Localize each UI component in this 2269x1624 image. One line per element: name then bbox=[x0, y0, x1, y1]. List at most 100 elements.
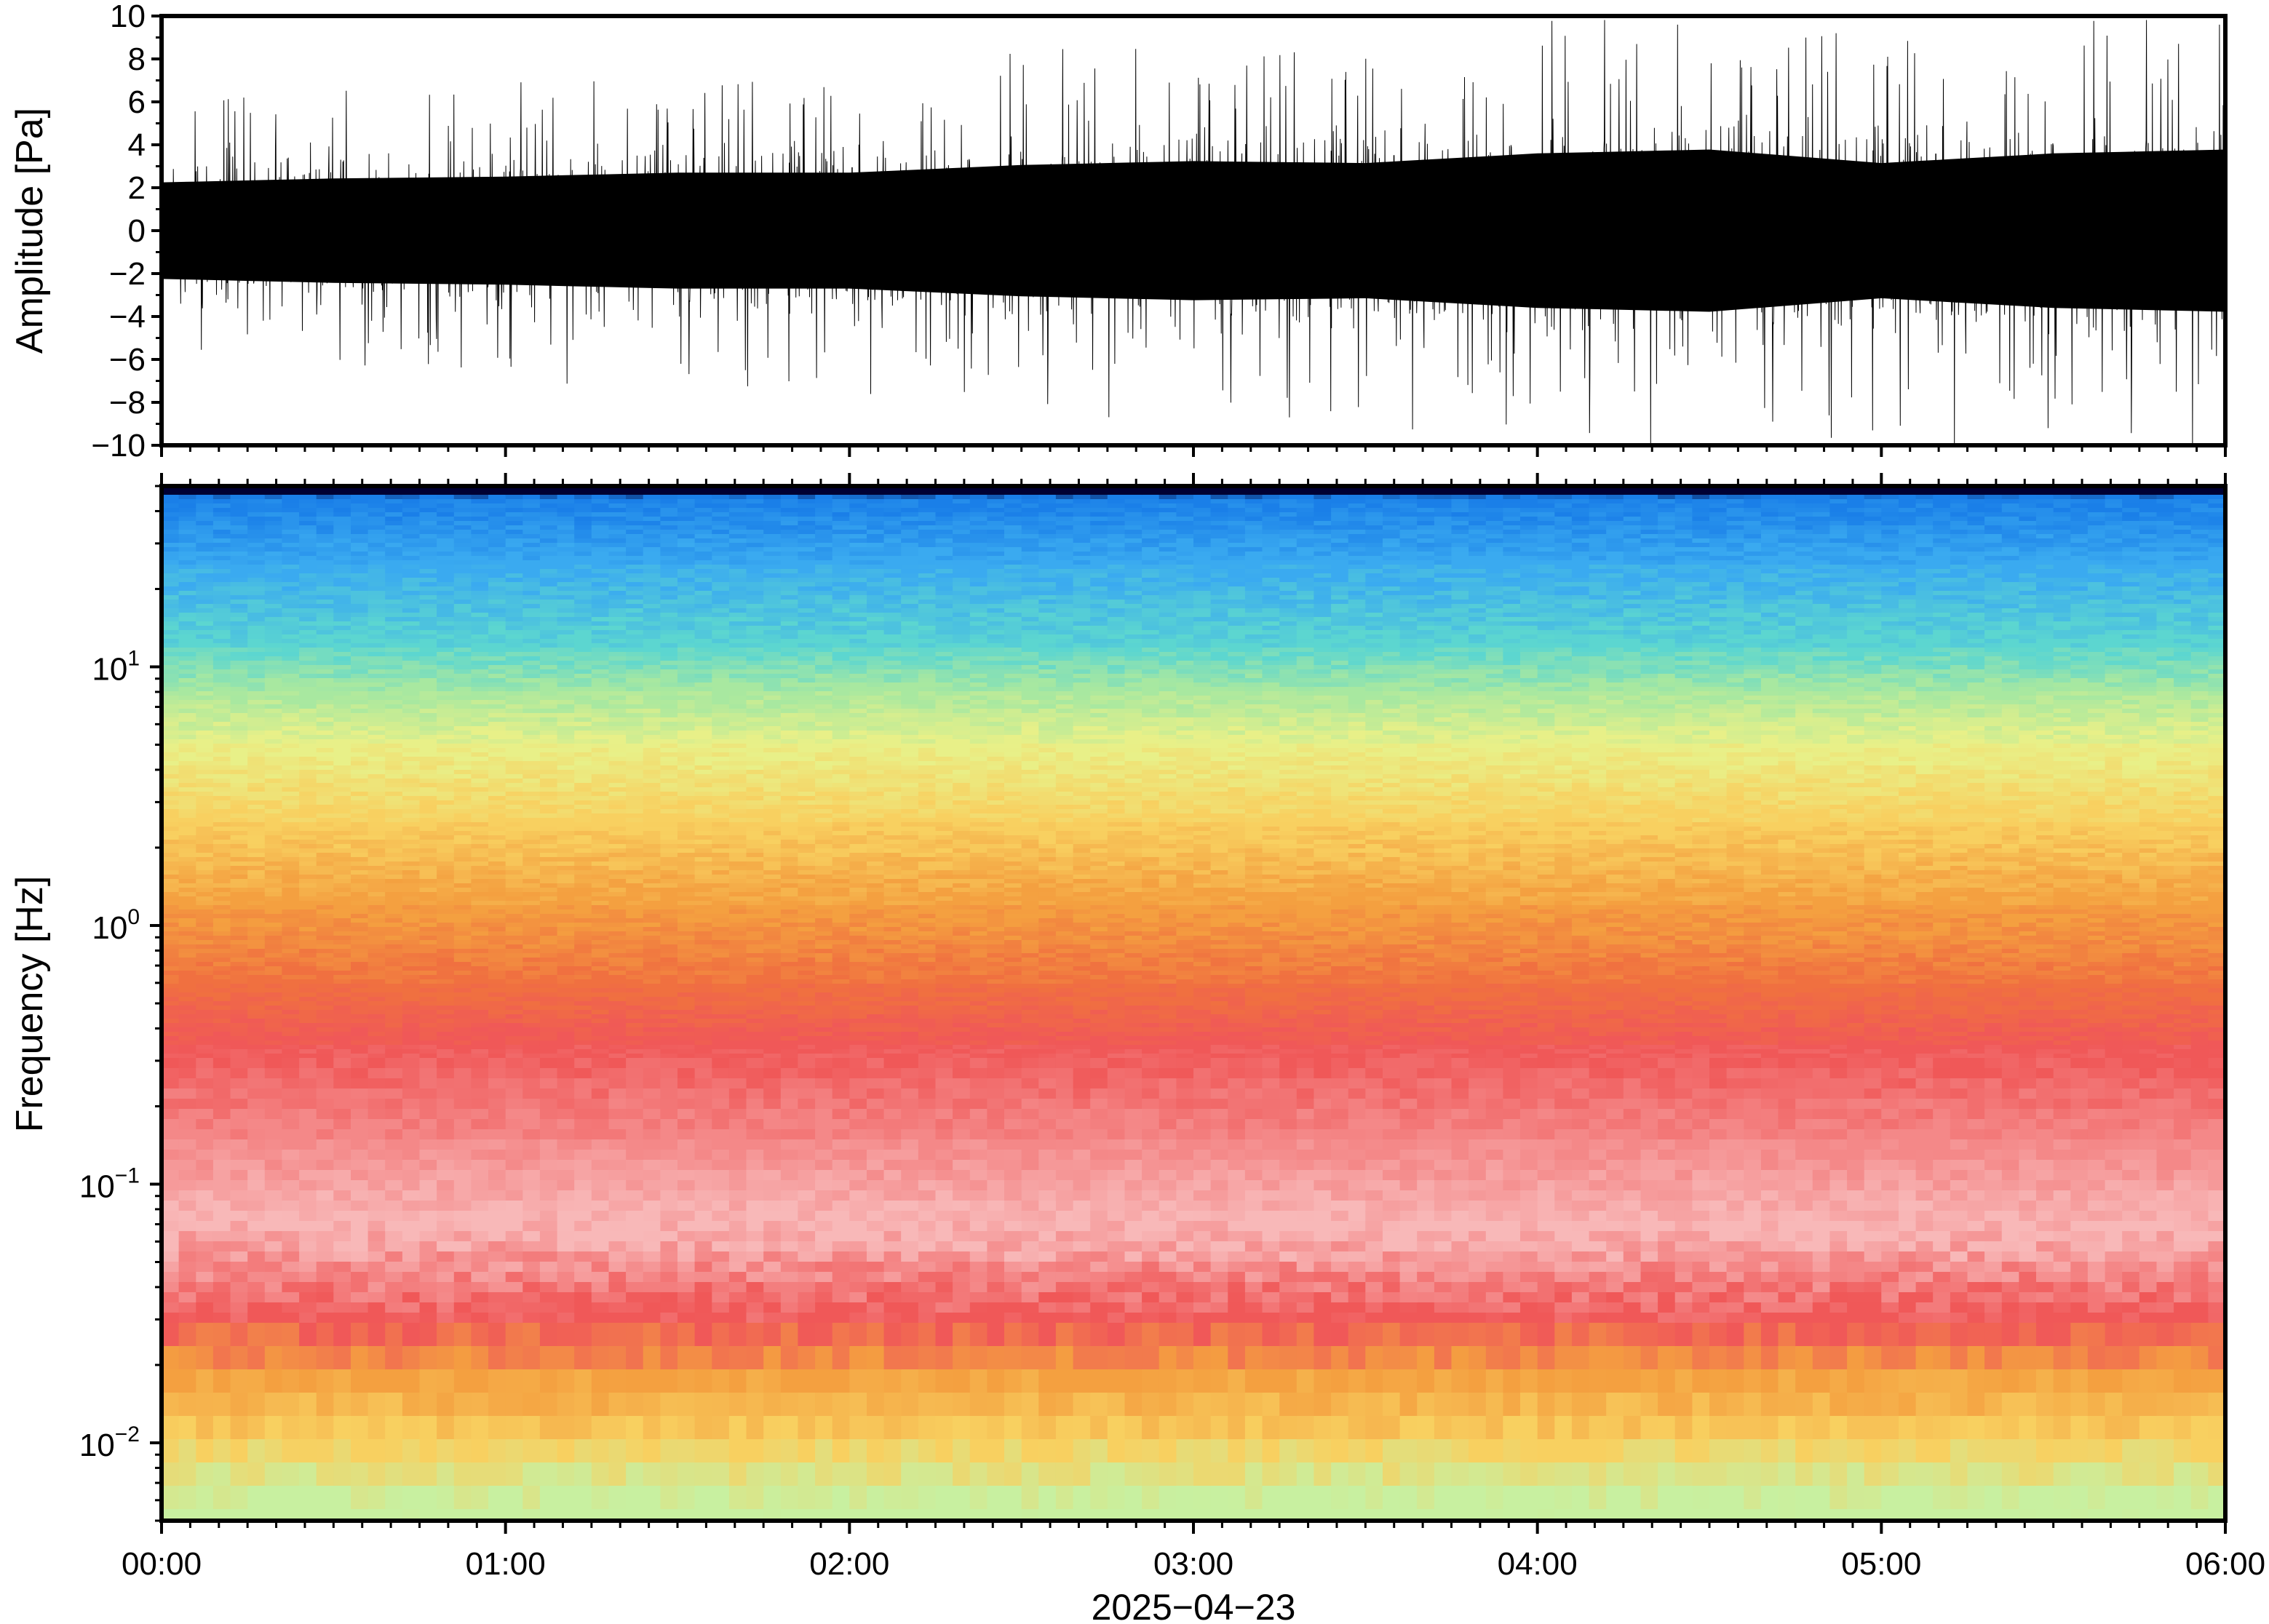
spectrogram-cell bbox=[522, 861, 541, 867]
spectrogram-cell bbox=[626, 936, 644, 941]
spectrogram-cell bbox=[247, 901, 266, 906]
spectrogram-cell bbox=[488, 1006, 506, 1011]
spectrogram-cell bbox=[505, 1019, 523, 1024]
spectrogram-cell bbox=[505, 805, 523, 810]
spectrogram-cell bbox=[230, 1231, 248, 1242]
spectrogram-cell bbox=[385, 569, 403, 574]
spectrogram-cell bbox=[522, 827, 541, 832]
spectrogram-cell bbox=[385, 966, 403, 971]
spectrogram-cell bbox=[608, 626, 627, 631]
spectrogram-cell bbox=[162, 726, 180, 731]
spectrogram-cell bbox=[419, 1201, 437, 1211]
spectrogram-cell bbox=[419, 1006, 437, 1011]
spectrogram-cell bbox=[539, 1040, 558, 1046]
spectrogram-cell bbox=[453, 591, 472, 596]
spectrogram-cell bbox=[212, 1231, 231, 1242]
spectrogram-cell bbox=[402, 1160, 421, 1171]
spectrogram-cell bbox=[367, 761, 386, 766]
spectrogram-cell bbox=[333, 1231, 351, 1242]
spectrogram-cell bbox=[282, 613, 300, 618]
spectrogram-cell bbox=[626, 857, 644, 862]
spectrogram-cell bbox=[230, 827, 248, 832]
spectrogram-cell bbox=[247, 696, 266, 701]
spectrogram-cell bbox=[264, 1088, 282, 1099]
spectrogram-cell bbox=[402, 569, 421, 574]
spectrogram-cell bbox=[505, 1180, 523, 1191]
spectrogram-cell bbox=[247, 1001, 266, 1006]
spectrogram-cell bbox=[574, 757, 592, 762]
spectrogram-cell bbox=[282, 735, 300, 740]
spectrogram-cell bbox=[212, 578, 231, 583]
spectrogram-cell bbox=[282, 748, 300, 753]
spectrogram-cell bbox=[385, 1045, 403, 1050]
spectrogram-cell bbox=[385, 909, 403, 915]
spectrogram-cell bbox=[402, 757, 421, 762]
spectrogram-cell bbox=[196, 988, 214, 993]
spectrogram-cell bbox=[488, 661, 506, 666]
spectrogram-cell bbox=[178, 909, 196, 915]
spectrogram-cell bbox=[196, 909, 214, 915]
spectrogram-cell bbox=[178, 800, 196, 805]
spectrogram-cell bbox=[643, 682, 661, 688]
spectrogram-cell bbox=[488, 1462, 506, 1486]
spectrogram-cell bbox=[557, 944, 575, 950]
spectrogram-cell bbox=[626, 626, 644, 631]
spectrogram-cell bbox=[212, 1302, 231, 1313]
spectrogram-cell bbox=[591, 634, 609, 640]
spectrogram-cell bbox=[299, 1129, 317, 1140]
spectrogram-cell bbox=[574, 840, 592, 845]
spectrogram-cell bbox=[608, 1109, 627, 1120]
spectrogram-cell bbox=[437, 1160, 455, 1171]
spectrogram-cell bbox=[316, 752, 334, 757]
spectrogram-cell bbox=[351, 608, 369, 613]
spectrogram-cell bbox=[162, 905, 180, 910]
spectrogram-cell bbox=[351, 1040, 369, 1046]
spectrogram-cell bbox=[574, 1014, 592, 1019]
spectrogram-cell bbox=[367, 1302, 386, 1313]
spectrogram-cell bbox=[437, 1040, 455, 1046]
spectrogram-cell bbox=[178, 1006, 196, 1011]
spectrogram-cell bbox=[247, 578, 266, 583]
spectrogram-cell bbox=[316, 512, 334, 517]
spectrogram-cell bbox=[367, 656, 386, 661]
spectrogram-cell bbox=[230, 709, 248, 714]
spectrogram-cell bbox=[178, 866, 196, 871]
spectrogram-cell bbox=[264, 1439, 282, 1463]
spectrogram-cell bbox=[402, 704, 421, 709]
spectrogram-cell bbox=[557, 1416, 575, 1440]
spectrogram-cell bbox=[557, 984, 575, 989]
spectrogram-cell bbox=[626, 744, 644, 749]
spectrogram-cell bbox=[643, 600, 661, 605]
spectrogram-cell bbox=[608, 1160, 627, 1171]
spectrogram-cell bbox=[608, 1001, 627, 1006]
spectrogram-cell bbox=[660, 595, 678, 600]
spectrogram-cell bbox=[162, 687, 180, 692]
spectrogram-cell bbox=[247, 608, 266, 613]
spectrogram-cell bbox=[402, 1180, 421, 1191]
spectrogram-cell bbox=[402, 1014, 421, 1019]
spectrogram-cell bbox=[574, 1160, 592, 1171]
spectrogram-cell bbox=[178, 1045, 196, 1050]
spectrogram-cell bbox=[385, 1262, 403, 1273]
spectrogram-cell bbox=[264, 1346, 282, 1370]
spectrogram-cell bbox=[212, 949, 231, 954]
spectrogram-cell bbox=[471, 914, 489, 919]
spectrogram-cell bbox=[367, 687, 386, 692]
spectrogram-cell bbox=[230, 1088, 248, 1099]
spectrogram-cell bbox=[351, 1045, 369, 1050]
spectrogram-cell bbox=[299, 1292, 317, 1303]
spectrogram-cell bbox=[264, 543, 282, 548]
spectrogram-cell bbox=[385, 927, 403, 932]
spectrogram-cell bbox=[419, 726, 437, 731]
spectrogram-cell bbox=[453, 744, 472, 749]
spectrogram-cell bbox=[196, 744, 214, 749]
spectrogram-cell bbox=[608, 840, 627, 845]
spectrogram-cell bbox=[660, 569, 678, 574]
spectrogram-cell bbox=[626, 525, 644, 530]
spectrogram-cell bbox=[608, 1302, 627, 1313]
spectrogram-cell bbox=[488, 844, 506, 849]
spectrogram-cell bbox=[557, 787, 575, 792]
spectrogram-cell bbox=[402, 639, 421, 644]
spectrogram-cell bbox=[264, 949, 282, 954]
spectrogram-cell bbox=[608, 1019, 627, 1024]
